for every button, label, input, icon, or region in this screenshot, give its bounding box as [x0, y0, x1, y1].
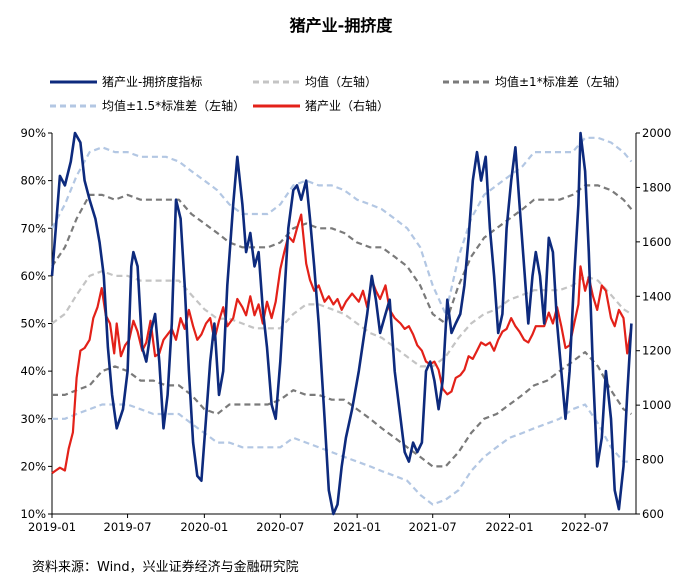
left-tick-label: 10% [20, 507, 46, 521]
legend-item-crowding: 猪产业-拥挤度指标 [50, 74, 202, 89]
series-layer [50, 131, 633, 516]
right-tick-label: 1800 [642, 180, 671, 194]
legend-item-band1: 均值±1*标准差（左轴） [443, 74, 627, 89]
legend-label-band1: 均值±1*标准差（左轴） [495, 74, 627, 89]
left-tick-label: 90% [20, 126, 46, 140]
legend-label-mean: 均值（左轴） [305, 74, 377, 89]
left-tick-label: 30% [20, 412, 46, 426]
right-tick-label: 600 [642, 507, 664, 521]
x-tick-label: 2021-07 [409, 520, 457, 534]
right-tick-label: 1000 [642, 398, 671, 412]
x-tick-label: 2019-07 [104, 520, 152, 534]
series-band1-lower-line [52, 351, 632, 468]
legend-item-price: 猪产业（右轴） [253, 98, 389, 113]
x-tick-label: 2021-01 [333, 520, 381, 534]
series-price-line [51, 213, 633, 475]
series-mean-line [51, 270, 632, 368]
legend-label-band15: 均值±1.5*标准差（左轴） [102, 98, 245, 113]
legend-item-band15: 均值±1.5*标准差（左轴） [50, 98, 245, 113]
series-band15-lower-line [52, 403, 632, 506]
right-tick-label: 1200 [642, 344, 671, 358]
right-tick-label: 1400 [642, 289, 671, 303]
series-band15-upper-line [51, 136, 633, 316]
legend-label-crowding: 猪产业-拥挤度指标 [102, 74, 202, 89]
series-crowding-line [50, 131, 633, 516]
right-tick-label: 800 [642, 453, 664, 467]
left-tick-label: 50% [20, 317, 46, 331]
x-tick-label: 2020-01 [180, 520, 228, 534]
left-tick-label: 20% [20, 459, 46, 473]
series-band1-upper-line [51, 184, 633, 325]
legend: 猪产业-拥挤度指标 均值（左轴） 均值±1*标准差（左轴） 均值±1.5*标准差… [50, 74, 627, 113]
chart-title: 猪产业-拥挤度 [289, 16, 394, 35]
x-tick-label: 2022-01 [485, 520, 533, 534]
legend-label-price: 猪产业（右轴） [305, 98, 389, 113]
left-tick-label: 60% [20, 269, 46, 283]
x-tick-label: 2022-07 [561, 520, 609, 534]
x-tick-label: 2019-01 [28, 520, 76, 534]
left-tick-label: 40% [20, 364, 46, 378]
left-tick-label: 80% [20, 174, 46, 188]
axes: 10% 20% 30% 40% 50% 60% 70% 80% 90% 600 800 1000 120… [20, 126, 671, 534]
right-tick-label: 2000 [642, 126, 671, 140]
legend-item-mean: 均值（左轴） [253, 74, 377, 89]
x-tick-label: 2020-07 [256, 520, 304, 534]
right-tick-label: 1600 [642, 235, 671, 249]
source-note: 资料来源：Wind，兴业证券经济与金融研究院 [32, 559, 299, 575]
left-tick-label: 70% [20, 221, 46, 235]
